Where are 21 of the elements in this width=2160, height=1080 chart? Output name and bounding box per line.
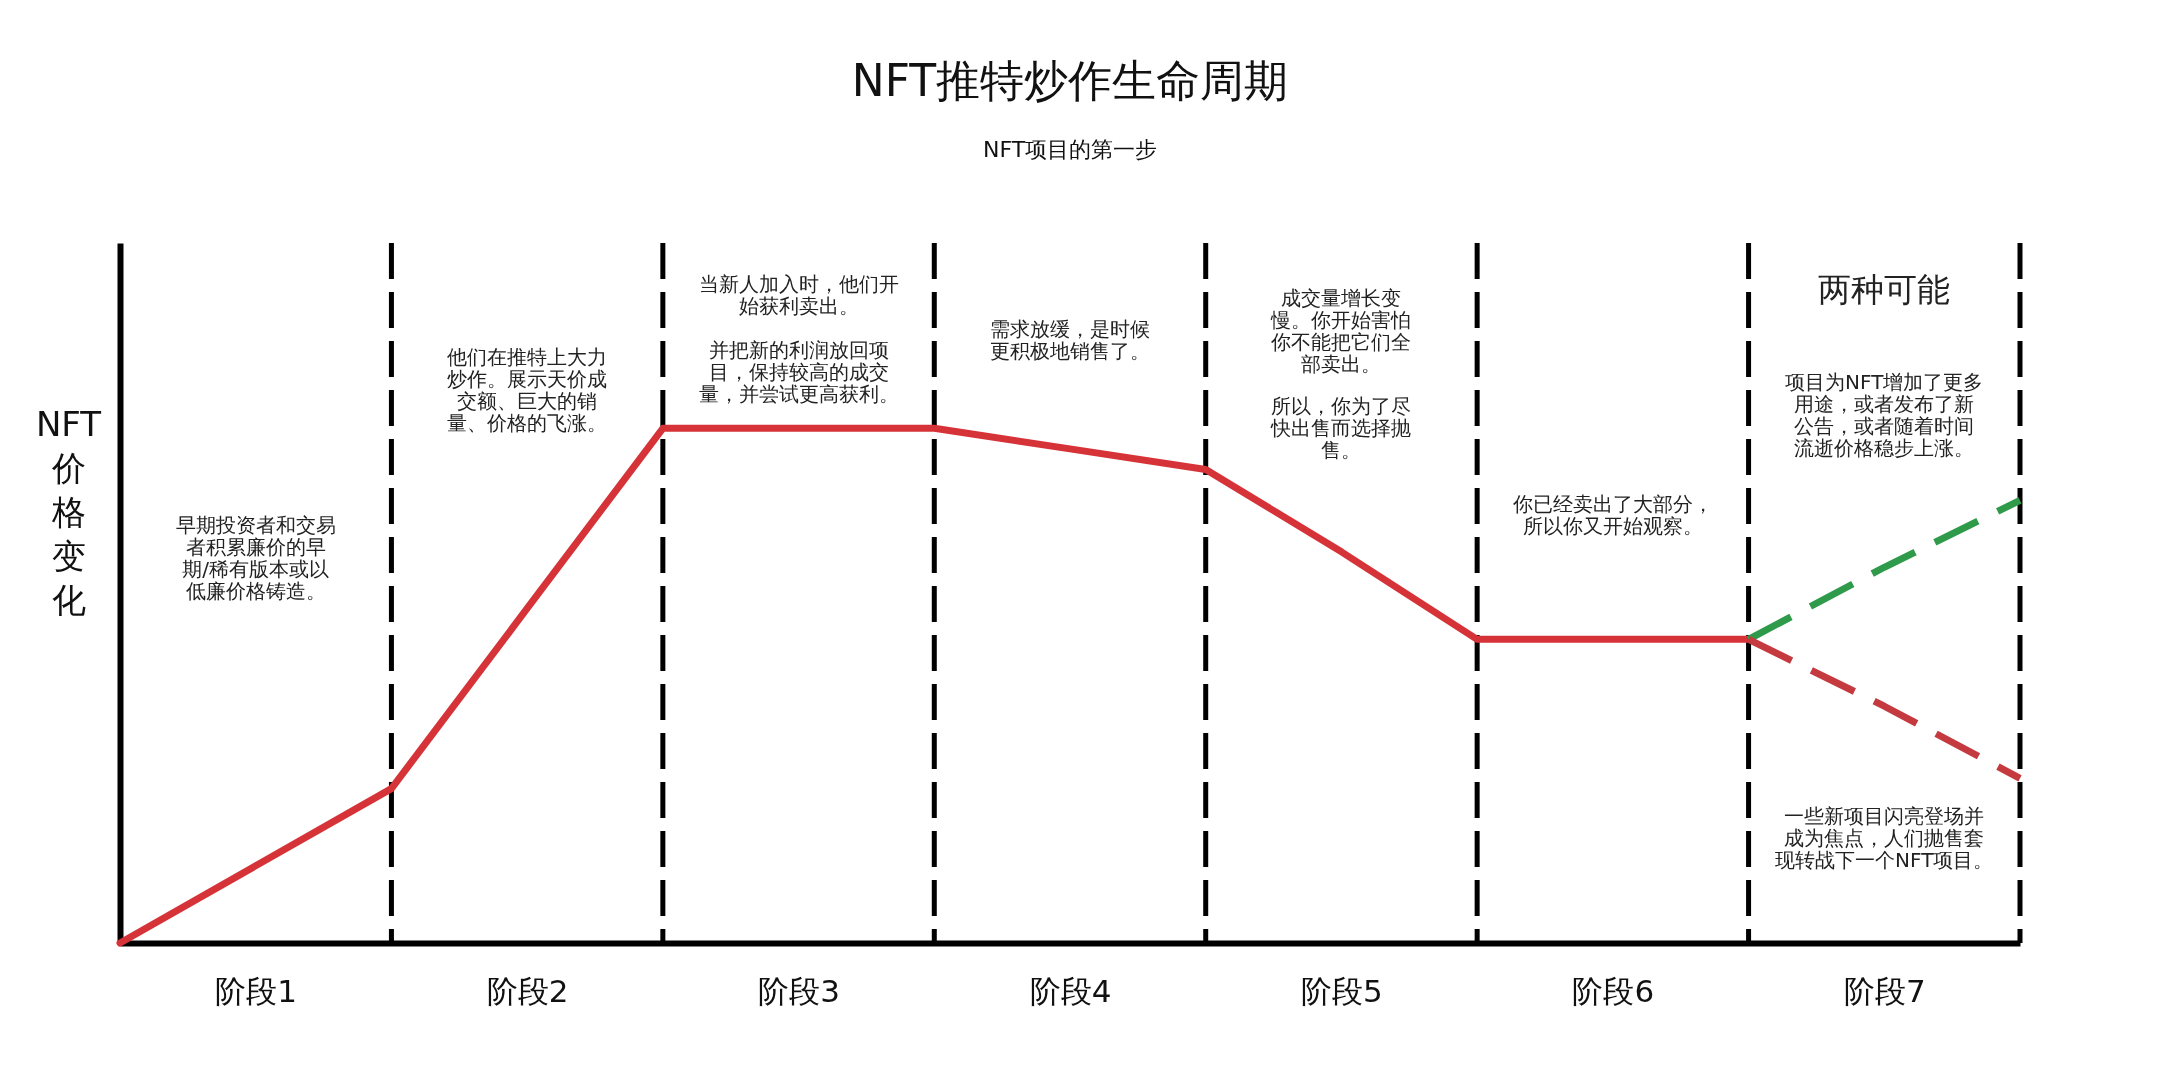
x-tick-label: 阶段7 <box>1843 972 1926 1009</box>
x-tick-label: 阶段2 <box>486 972 569 1009</box>
x-tick-label: 阶段3 <box>758 972 840 1009</box>
annotation: 项目为NFT增加了更多用途，或者发布了新公告，或者随着时间流逝价格稳步上涨。 <box>1785 369 1984 460</box>
annotation: 他们在推特上大力炒作。展示天价成交额、巨大的销量、价格的飞涨。 <box>447 345 608 435</box>
y-axis-title: NFT价格变化 <box>35 403 102 620</box>
text: 需求放缓，是时候更积极地销售了。 <box>990 317 1150 363</box>
text: 成交量增长变慢。你开始害怕你不能把它们全部卖出。 <box>1270 285 1412 376</box>
text: 当新人加入时，他们开始获利卖出。 <box>698 271 899 318</box>
text: 并把新的利润放回项目，保持较高的成交量，并尝试更高获利。 <box>698 338 899 406</box>
x-tick-label: 阶段4 <box>1029 972 1112 1009</box>
annotation: 早期投资者和交易者积累廉价的早期/稀有版本或以低廉价格铸造。 <box>175 513 336 603</box>
x-tick-label: 阶段1 <box>215 972 298 1009</box>
text: 两种可能 <box>1818 269 1951 309</box>
chart-title: NFT推特炒作生命周期 <box>851 54 1289 106</box>
annotation: 你已经卖出了大部分，所以你又开始观察。 <box>1511 492 1713 538</box>
x-tick-label: 阶段6 <box>1572 972 1655 1009</box>
x-tick-label: 阶段5 <box>1301 972 1383 1009</box>
chart-subtitle: NFT项目的第一步 <box>982 136 1158 162</box>
annotation: 所以，你为了尽快出售而选择抛售。 <box>1270 394 1412 462</box>
annotation: 一些新项目闪亮登场并成为焦点，人们抛售套现转战下一个NFT项目。 <box>1775 803 1994 872</box>
